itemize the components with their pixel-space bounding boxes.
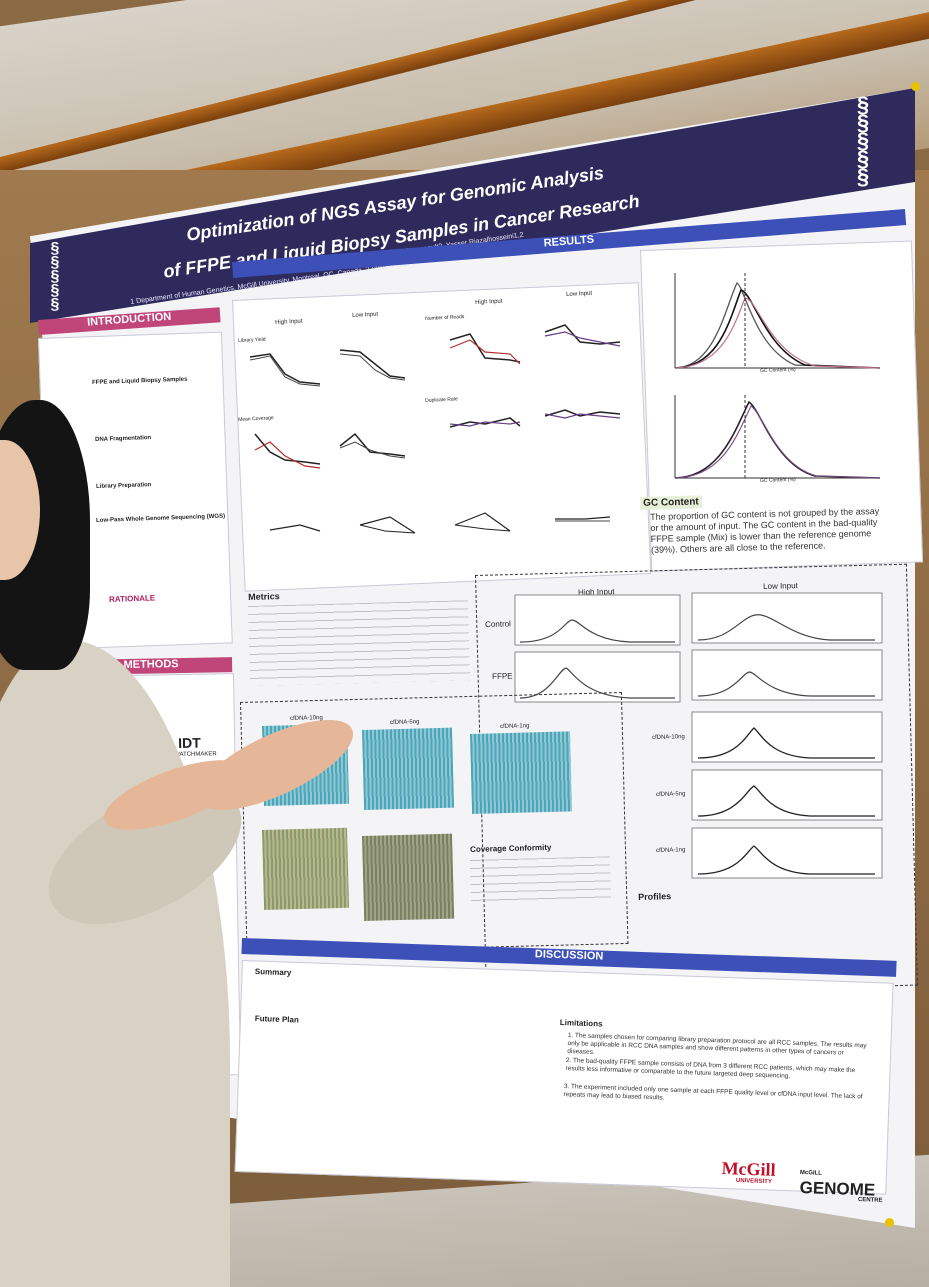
duplicate-rate-plot <box>449 409 621 428</box>
coverage-plot <box>362 833 455 921</box>
mcgill-logo-subtitle: UNIVERSITY <box>735 1178 772 1186</box>
pin <box>885 1218 894 1227</box>
cfdna-metrics-plot <box>269 512 611 534</box>
gc-axis-label: GC Content (%) <box>760 366 796 374</box>
mean-coverage-plot <box>254 432 406 469</box>
summary-heading: Summary <box>254 967 292 978</box>
number-of-reads-plot <box>449 324 621 365</box>
limitations-heading: Limitations <box>559 1018 603 1029</box>
mcgill-logo: McGill <box>721 1158 776 1180</box>
future-plan-heading: Future Plan <box>254 1014 299 1025</box>
gc-axis-label: GC Content (%) <box>760 476 796 484</box>
genome-centre-logo-top: McGILL <box>799 1170 822 1177</box>
genome-centre-logo-subtitle: CENTRE <box>857 1197 883 1204</box>
idt-logo: IDT <box>178 734 201 751</box>
metrics-heading: Metrics <box>248 591 280 602</box>
coverage-plot <box>470 731 573 814</box>
dna-helix-icon: § § § § § <box>856 92 870 189</box>
coverage-plot <box>262 827 350 910</box>
metrics-text <box>248 600 471 686</box>
coverage-cfdna-5ng-label: cfDNA-5ng <box>390 719 420 726</box>
coverage-plot <box>362 727 455 810</box>
library-yield-plot <box>249 349 406 387</box>
pin <box>911 82 920 91</box>
profile-control-label: Control <box>485 619 512 629</box>
gc-content-text: The proportion of GC content is not grou… <box>650 506 880 555</box>
gc-content-plot-ffpe <box>674 273 881 369</box>
dna-helix-icon: § § § § § <box>50 240 60 313</box>
gc-content-heading: GC Content <box>640 495 702 510</box>
profile-plots <box>514 592 883 879</box>
coverage-cfdna-1ng-label: cfDNA-1ng <box>500 723 530 730</box>
gc-content-plot-cfdna <box>674 395 881 479</box>
profiles-heading: Profiles <box>638 891 672 902</box>
coverage-conformity-text <box>470 856 612 905</box>
